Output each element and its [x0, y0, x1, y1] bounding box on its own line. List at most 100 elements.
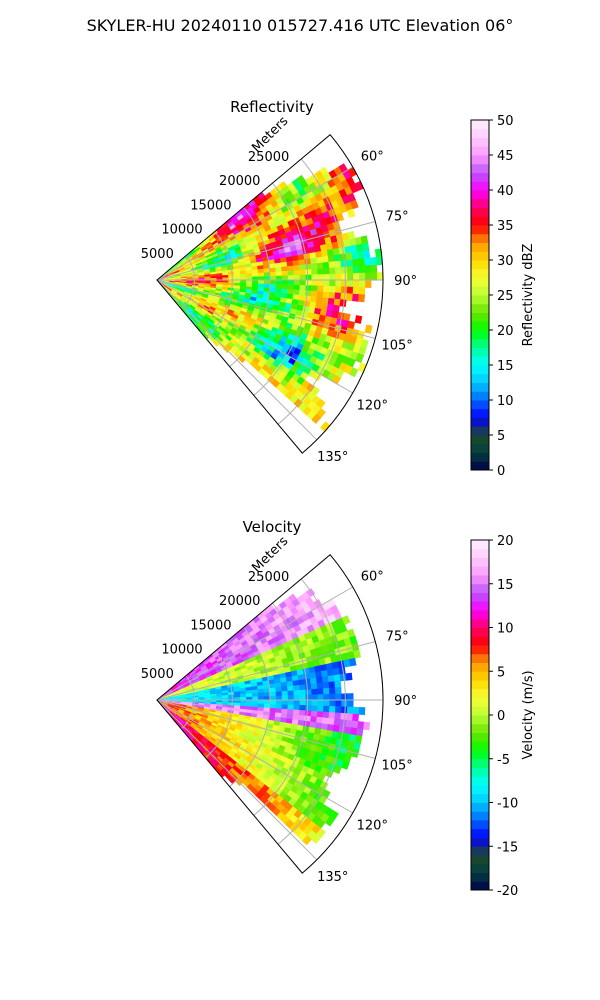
radar-cell	[289, 308, 297, 315]
radar-cell	[253, 626, 261, 634]
radar-cell	[181, 295, 188, 301]
radar-cell	[180, 297, 187, 303]
radar-cell	[208, 307, 215, 313]
radar-cell	[287, 690, 294, 696]
radar-cell	[210, 275, 217, 279]
radar-cell	[250, 339, 259, 347]
azimuth-spoke	[156, 166, 353, 281]
radar-cell	[215, 710, 222, 714]
radar-cell	[186, 701, 193, 703]
radar-cell	[337, 332, 346, 342]
radar-cell	[174, 276, 181, 279]
radar-cell	[205, 721, 212, 727]
radar-cell	[221, 729, 228, 735]
radar-cell	[239, 708, 246, 713]
radar-cell	[298, 259, 306, 266]
radar-cell	[173, 690, 180, 694]
radar-cell	[225, 343, 233, 351]
radar-cell	[236, 759, 244, 767]
radar-cell	[335, 706, 342, 714]
radar-cell	[216, 747, 223, 754]
radar-cell	[216, 304, 224, 310]
radar-cell	[238, 261, 246, 266]
radar-cell	[214, 264, 222, 268]
radar-cell	[200, 297, 207, 302]
radar-cell	[304, 258, 312, 265]
radar-cell	[217, 745, 225, 752]
radar-cell	[260, 766, 269, 774]
radar-cell	[269, 687, 276, 693]
radar-cell	[267, 334, 275, 342]
radar-cell	[167, 704, 174, 708]
radar-cell	[230, 736, 238, 743]
radar-cell	[162, 695, 169, 698]
radar-cell	[355, 353, 365, 364]
colorbar-segment	[471, 618, 489, 628]
radar-cell	[198, 701, 205, 704]
radar-cell	[270, 211, 279, 219]
radar-cell	[234, 321, 242, 328]
radar-cell	[183, 310, 189, 317]
radar-cell	[178, 288, 185, 293]
radar-cell	[347, 273, 354, 281]
radar-cell	[248, 763, 256, 771]
radar-cell	[161, 283, 168, 288]
radar-cell	[238, 313, 246, 320]
radar-cell	[259, 356, 268, 365]
radar-cell	[192, 283, 199, 286]
radar-cell	[199, 300, 206, 306]
radar-cell	[203, 286, 211, 290]
radar-cell	[217, 238, 225, 245]
radar-cell	[306, 732, 315, 740]
radar-cell	[196, 314, 203, 321]
radar-cell	[369, 257, 377, 266]
radar-cell	[238, 216, 247, 224]
radar-cell	[310, 710, 318, 718]
radar-cell	[290, 250, 298, 257]
radar-cell	[232, 765, 240, 772]
radar-cell	[365, 272, 372, 281]
radar-cell	[325, 816, 335, 827]
radar-cell	[246, 744, 254, 751]
radar-cell	[213, 741, 220, 748]
colorbar-segment	[471, 260, 489, 270]
azimuth-spoke	[156, 699, 318, 861]
radar-cell	[185, 688, 192, 692]
radar-cell	[209, 249, 217, 255]
colorbar-segment	[471, 846, 489, 856]
radar-cell	[316, 633, 326, 642]
radar-cell	[221, 711, 228, 716]
radar-cell	[208, 667, 216, 673]
radar-cell	[346, 358, 356, 368]
radar-cell	[205, 742, 212, 749]
radar-cell	[255, 630, 264, 638]
radar-cell	[221, 690, 229, 694]
radar-cell	[284, 722, 292, 729]
radar-cell	[278, 248, 286, 255]
radar-cell	[196, 669, 203, 675]
radar-cell	[277, 340, 286, 348]
radar-cell	[221, 291, 228, 296]
radar-cell	[196, 685, 204, 689]
range-ring	[277, 158, 346, 425]
radar-cell	[275, 704, 283, 710]
radar-cell	[186, 285, 193, 288]
radar-cell	[292, 714, 300, 721]
radar-cell	[206, 663, 213, 669]
radar-cell	[215, 726, 223, 732]
radar-cell	[167, 692, 174, 696]
radar-cell	[172, 268, 179, 273]
radar-cell	[162, 278, 170, 280]
radar-cell	[254, 333, 263, 340]
radar-cell	[334, 260, 342, 268]
radar-cell	[162, 694, 169, 698]
radar-cell	[329, 693, 336, 701]
radar-cell	[216, 275, 223, 279]
radar-cell	[205, 300, 213, 305]
radar-cell	[239, 690, 247, 695]
radar-cell	[252, 756, 261, 764]
radar-cell	[235, 330, 243, 337]
radar-cell	[195, 714, 202, 719]
radar-cell	[237, 646, 245, 653]
